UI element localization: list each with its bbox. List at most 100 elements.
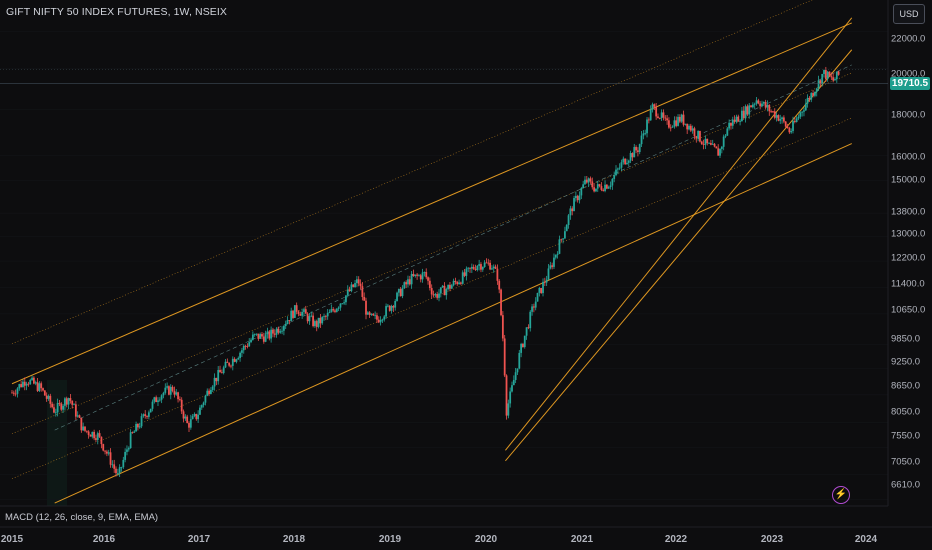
- candle-body: [485, 262, 488, 264]
- candle-body: [381, 319, 384, 321]
- candle-body: [323, 316, 325, 318]
- candle-body: [288, 320, 291, 321]
- candle-body: [750, 105, 752, 108]
- candle-body: [613, 175, 616, 179]
- candle-body: [95, 438, 97, 440]
- candle-body: [423, 272, 426, 273]
- candle-body: [314, 321, 316, 327]
- candle-body: [556, 253, 559, 255]
- candle-body: [786, 126, 789, 129]
- candle-body: [523, 335, 526, 348]
- candle-body: [655, 106, 658, 117]
- candle-body: [137, 424, 139, 428]
- candle-body: [646, 119, 648, 134]
- candle-body: [127, 448, 130, 450]
- candle-body: [352, 284, 355, 287]
- candle-body: [53, 407, 55, 413]
- candle-body: [416, 274, 419, 276]
- candle-body: [511, 385, 513, 392]
- candle-body: [686, 123, 689, 130]
- candle-body: [376, 315, 378, 320]
- candle-body: [498, 280, 501, 290]
- candle-body: [567, 215, 570, 225]
- candle-body: [660, 112, 663, 119]
- price-label: 7050.0: [891, 456, 921, 468]
- candle-body: [74, 404, 77, 417]
- candle-body: [363, 296, 366, 301]
- candle-body: [447, 284, 450, 290]
- candle-body: [627, 160, 630, 163]
- candle-body: [42, 388, 44, 391]
- candle-body: [157, 400, 159, 403]
- candle-body: [335, 308, 338, 312]
- price-label: 9250.0: [891, 356, 921, 368]
- candle-body: [199, 407, 201, 415]
- candle-body: [379, 320, 382, 323]
- candle-body: [396, 292, 398, 301]
- candle-body: [439, 287, 442, 294]
- candle-body: [666, 118, 668, 121]
- candle-body: [32, 377, 35, 384]
- candle-body: [589, 178, 592, 182]
- candle-body: [751, 104, 754, 108]
- candle-body: [11, 392, 13, 394]
- candle-body: [697, 130, 700, 139]
- candle-body: [144, 414, 147, 416]
- macd-indicator-label[interactable]: MACD (12, 26, close, 9, EMA, EMA): [5, 512, 159, 523]
- candle-body: [308, 316, 311, 322]
- candle-body: [746, 106, 749, 115]
- candle-body: [728, 122, 731, 129]
- time-label: 2017: [187, 534, 211, 545]
- candle-body: [171, 386, 174, 391]
- candle-body: [93, 431, 96, 439]
- candle-body: [781, 117, 783, 120]
- candle-body: [618, 167, 621, 169]
- candle-body: [826, 71, 829, 79]
- candle-body: [753, 103, 756, 105]
- candle-body: [450, 285, 453, 289]
- candle-body: [40, 383, 43, 389]
- price-label: 13000.0: [891, 228, 926, 240]
- candle-body: [282, 326, 285, 331]
- candle-body: [226, 361, 229, 363]
- candle-body: [770, 111, 773, 113]
- candle-body: [421, 272, 424, 280]
- candle-body: [231, 358, 234, 366]
- candle-body: [755, 100, 758, 104]
- candle-body: [507, 403, 510, 416]
- candle-body: [562, 238, 564, 240]
- candle-body: [543, 281, 546, 283]
- currency-button[interactable]: USD: [893, 4, 925, 24]
- candle-body: [348, 289, 351, 292]
- candle-body: [759, 103, 762, 107]
- candle-body: [390, 305, 393, 311]
- candle-body: [255, 333, 258, 335]
- candle-body: [458, 282, 460, 285]
- candle-body: [277, 328, 280, 333]
- lightning-icon[interactable]: ⚡: [832, 486, 850, 504]
- candle-body: [635, 147, 637, 151]
- candle-body: [153, 397, 156, 402]
- candle-body: [830, 76, 833, 78]
- candle-body: [341, 303, 344, 305]
- candle-body: [578, 195, 581, 201]
- candle-body: [626, 162, 628, 165]
- candle-body: [235, 359, 238, 362]
- candle-body: [775, 115, 778, 118]
- candle-body: [186, 416, 189, 424]
- candle-body: [253, 333, 256, 335]
- candle-body: [545, 279, 548, 283]
- candle-body: [113, 464, 116, 469]
- candle-body: [359, 283, 362, 287]
- candle-body: [454, 280, 457, 283]
- candle-body: [102, 444, 105, 451]
- time-label: 2022: [664, 534, 688, 545]
- candle-body: [739, 121, 741, 122]
- candle-body: [388, 305, 391, 311]
- candle-body: [394, 300, 397, 308]
- candle-body: [191, 416, 194, 420]
- candle-body: [290, 310, 293, 321]
- time-label: 2024: [854, 534, 878, 545]
- time-label: 2021: [570, 534, 594, 545]
